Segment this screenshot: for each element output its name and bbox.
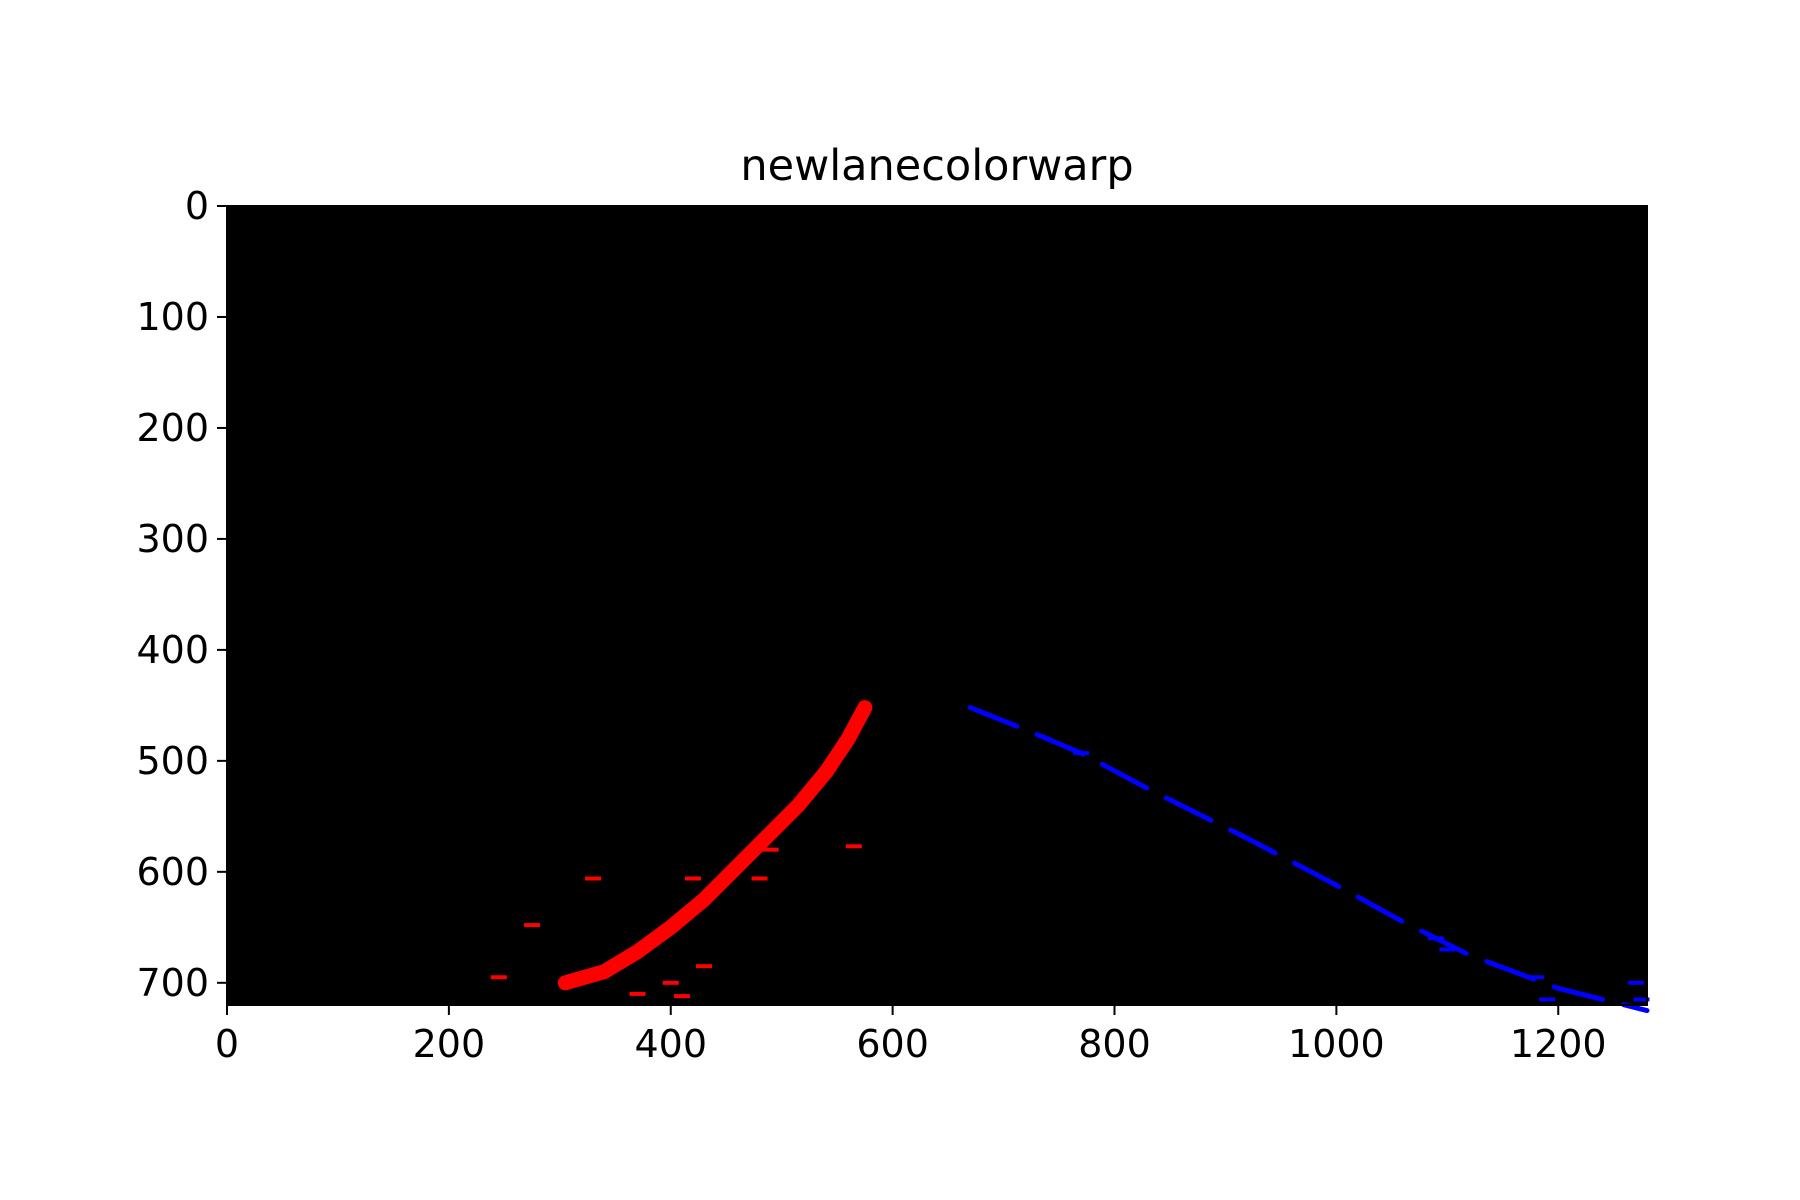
pixel-mark bbox=[845, 844, 862, 849]
y-tick-label: 300 bbox=[136, 517, 209, 561]
x-tick-label: 400 bbox=[634, 1022, 707, 1066]
y-tick-label: 200 bbox=[136, 406, 209, 450]
pixel-mark bbox=[762, 847, 779, 852]
pixel-mark bbox=[1073, 751, 1090, 756]
x-tick-label: 200 bbox=[413, 1022, 486, 1066]
pixel-mark bbox=[1528, 975, 1545, 980]
pixel-mark bbox=[585, 876, 602, 881]
pixel-mark bbox=[1439, 947, 1456, 952]
x-tick-label: 800 bbox=[1078, 1022, 1151, 1066]
plot-area bbox=[227, 206, 1647, 1005]
pixel-mark bbox=[751, 876, 768, 881]
y-tick-label: 500 bbox=[136, 739, 209, 783]
axes-frame bbox=[226, 205, 1648, 1006]
x-tick-label: 600 bbox=[856, 1022, 929, 1066]
pixel-mark bbox=[696, 964, 713, 969]
pixel-mark bbox=[684, 876, 701, 881]
x-tick-label: 1000 bbox=[1288, 1022, 1385, 1066]
axes: 0 200 400 600 800 1000 1200 0 100 200 300 400 500 600… bbox=[136, 184, 1648, 1066]
x-tick-label: 0 bbox=[215, 1022, 239, 1066]
pixel-mark bbox=[524, 923, 541, 928]
lane-line-1 bbox=[557, 700, 873, 991]
y-tick-label: 700 bbox=[136, 961, 209, 1005]
y-tick-label: 400 bbox=[136, 628, 209, 672]
pixel-mark bbox=[662, 980, 679, 985]
y-tick-label: 0 bbox=[185, 184, 209, 228]
lane-line-2 bbox=[967, 705, 1650, 1014]
y-tick-label: 600 bbox=[136, 850, 209, 894]
lane-marks bbox=[490, 700, 1650, 1014]
pixel-mark bbox=[1633, 997, 1650, 1002]
chart-title: newlanecolorwarp bbox=[740, 141, 1133, 191]
pixel-mark bbox=[490, 975, 507, 980]
pixel-mark bbox=[1428, 936, 1445, 941]
x-tick-label: 1200 bbox=[1510, 1022, 1607, 1066]
y-tick-label: 100 bbox=[136, 295, 209, 339]
pixel-mark bbox=[1539, 997, 1556, 1002]
pixel-mark bbox=[1627, 980, 1644, 985]
pixel-mark bbox=[673, 994, 690, 999]
pixel-mark bbox=[629, 991, 646, 996]
